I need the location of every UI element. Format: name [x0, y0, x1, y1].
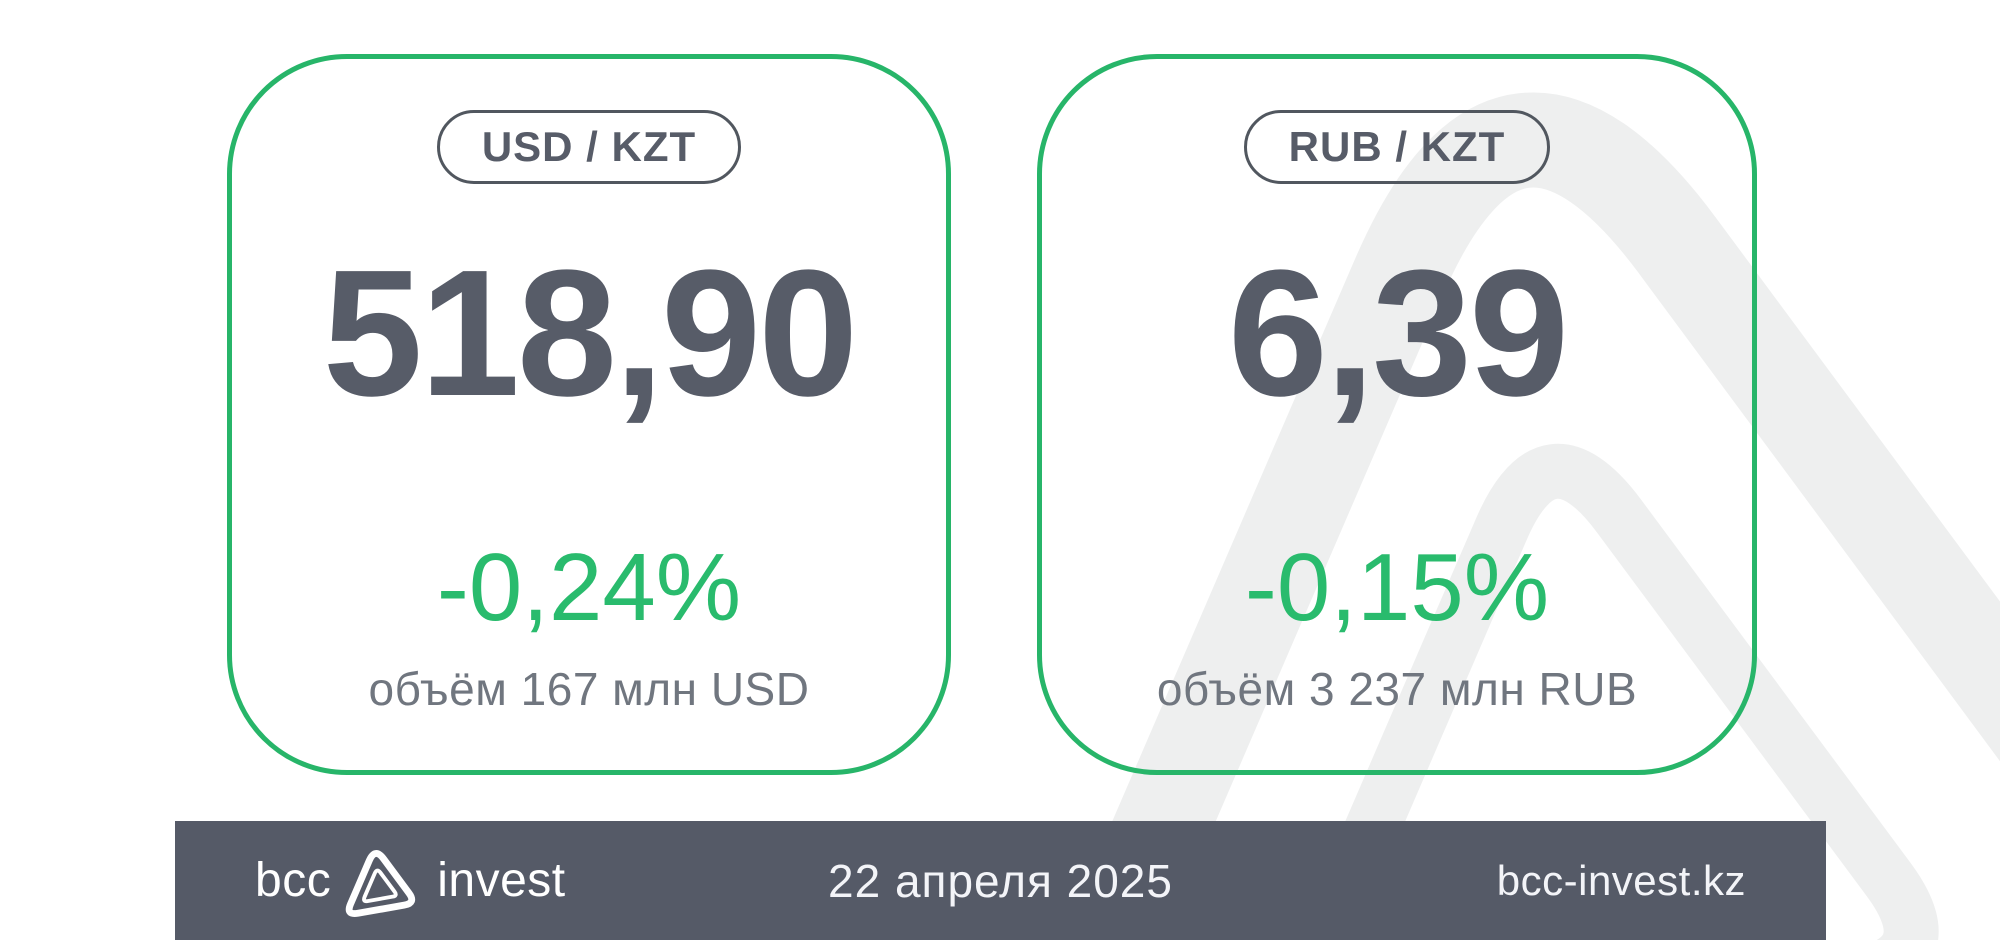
bcc-triangle-icon	[345, 849, 416, 917]
brand-text-bcc: bcc	[255, 853, 332, 907]
footer-date: 22 апреля 2025	[828, 854, 1173, 907]
volume-label-usd-kzt: объём 167 млн USD	[368, 663, 810, 715]
brand-text-invest: invest	[437, 853, 566, 907]
pair-pill-rub-kzt: RUB / KZT	[1243, 110, 1551, 184]
currency-card-rub-kzt: RUB / KZT 6,39 -0,15% объём 3 237 млн RU…	[1037, 54, 1757, 775]
brand-logo: bcc invest	[255, 836, 566, 926]
footer-bar: bcc invest 22 апреля 2025 bcc-invest.kz	[175, 821, 1826, 940]
volume-label-rub-kzt: объём 3 237 млн RUB	[1156, 663, 1638, 715]
rate-value-rub-kzt: 6,39	[1227, 233, 1569, 434]
rate-value-usd-kzt: 518,90	[322, 233, 859, 434]
currency-card-usd-kzt: USD / KZT 518,90 -0,24% объём 167 млн US…	[227, 54, 951, 775]
change-percent-usd-kzt: -0,24%	[436, 534, 742, 641]
pair-pill-usd-kzt: USD / KZT	[436, 110, 742, 184]
footer-website: bcc-invest.kz	[1496, 856, 1746, 904]
change-percent-rub-kzt: -0,15%	[1244, 534, 1550, 641]
